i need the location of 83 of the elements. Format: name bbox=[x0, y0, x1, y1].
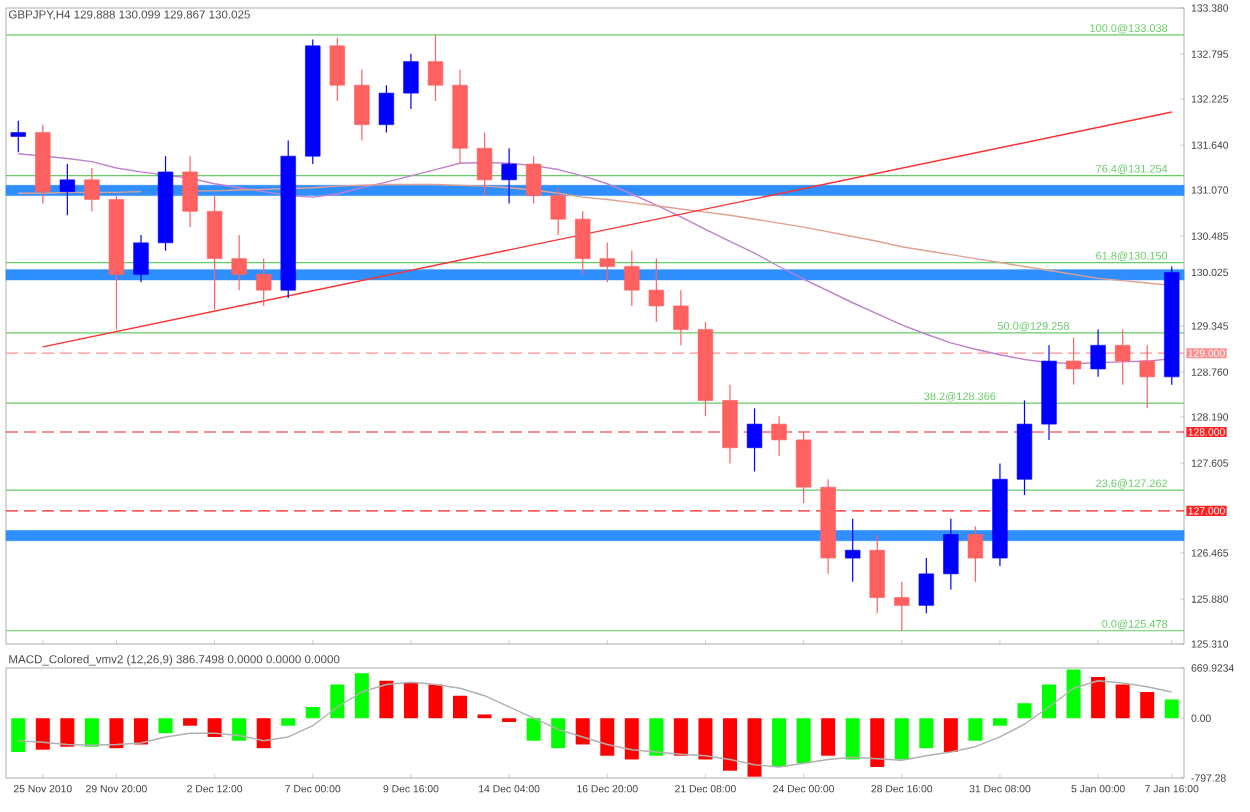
bar bbox=[1115, 684, 1130, 719]
bar bbox=[870, 718, 885, 767]
bar bbox=[551, 718, 566, 749]
bar bbox=[256, 718, 271, 749]
candlestick bbox=[673, 289, 689, 346]
candlestick bbox=[771, 415, 787, 457]
bar bbox=[109, 718, 124, 749]
bar bbox=[1017, 703, 1032, 719]
bar bbox=[526, 718, 541, 741]
bar bbox=[11, 718, 26, 752]
candlestick bbox=[967, 525, 984, 583]
bar bbox=[183, 718, 198, 726]
bar bbox=[722, 718, 737, 771]
candlestick bbox=[1090, 328, 1106, 378]
candlestick bbox=[746, 407, 763, 473]
bar bbox=[379, 680, 394, 719]
bar bbox=[1140, 691, 1155, 719]
candlestick bbox=[550, 187, 566, 236]
bar bbox=[84, 718, 99, 747]
candlestick bbox=[476, 131, 493, 197]
bar bbox=[354, 673, 369, 719]
candlestick bbox=[256, 258, 272, 307]
bar bbox=[943, 718, 958, 752]
bar bbox=[1091, 676, 1106, 719]
bar bbox=[1164, 699, 1179, 719]
candlestick bbox=[59, 163, 76, 216]
bar bbox=[575, 718, 590, 745]
candlestick bbox=[599, 242, 615, 283]
bar bbox=[624, 718, 639, 760]
candlestick bbox=[918, 557, 934, 614]
candlestick bbox=[182, 155, 198, 228]
bar bbox=[428, 684, 443, 719]
bar bbox=[330, 684, 345, 719]
candlestick bbox=[501, 147, 517, 205]
bar bbox=[232, 718, 247, 741]
bar bbox=[133, 718, 148, 745]
candlestick bbox=[845, 518, 861, 583]
candlestick bbox=[403, 53, 419, 110]
candlestick bbox=[427, 34, 444, 102]
bar bbox=[747, 718, 762, 777]
candlestick bbox=[575, 210, 591, 275]
candlestick bbox=[648, 258, 665, 323]
candlestick bbox=[1139, 344, 1155, 409]
candlestick bbox=[943, 518, 959, 591]
line-series bbox=[17, 680, 1173, 768]
bar bbox=[845, 718, 860, 760]
candlestick bbox=[1114, 328, 1131, 386]
bar bbox=[35, 718, 50, 750]
bar bbox=[698, 718, 713, 760]
candlestick bbox=[722, 384, 738, 465]
bar bbox=[894, 718, 909, 760]
bar bbox=[453, 695, 468, 719]
bar bbox=[158, 718, 173, 734]
candlestick bbox=[84, 167, 100, 212]
bar bbox=[207, 718, 222, 737]
candlestick bbox=[1065, 336, 1082, 386]
candlestick bbox=[231, 234, 247, 291]
candlestick bbox=[354, 68, 370, 141]
bar bbox=[60, 718, 75, 747]
bar bbox=[1066, 669, 1081, 719]
bar bbox=[992, 718, 1007, 726]
candlestick bbox=[329, 37, 345, 102]
bar bbox=[772, 718, 787, 767]
candlestick bbox=[624, 250, 640, 307]
bar bbox=[1042, 684, 1057, 719]
candlestick bbox=[525, 155, 542, 205]
bar bbox=[281, 718, 296, 726]
bar bbox=[403, 682, 418, 719]
bar bbox=[673, 718, 688, 756]
bar bbox=[600, 718, 615, 756]
candlestick bbox=[894, 581, 910, 632]
bar bbox=[968, 718, 983, 741]
bar bbox=[796, 718, 811, 764]
candlestick bbox=[133, 234, 149, 283]
bar bbox=[305, 706, 320, 719]
bar bbox=[821, 718, 836, 756]
candlestick bbox=[378, 84, 395, 134]
candlestick bbox=[869, 533, 885, 614]
candlestick bbox=[206, 194, 223, 311]
candlestick bbox=[10, 120, 26, 153]
bar bbox=[649, 718, 664, 756]
candlestick bbox=[795, 431, 812, 504]
bar bbox=[919, 718, 934, 749]
